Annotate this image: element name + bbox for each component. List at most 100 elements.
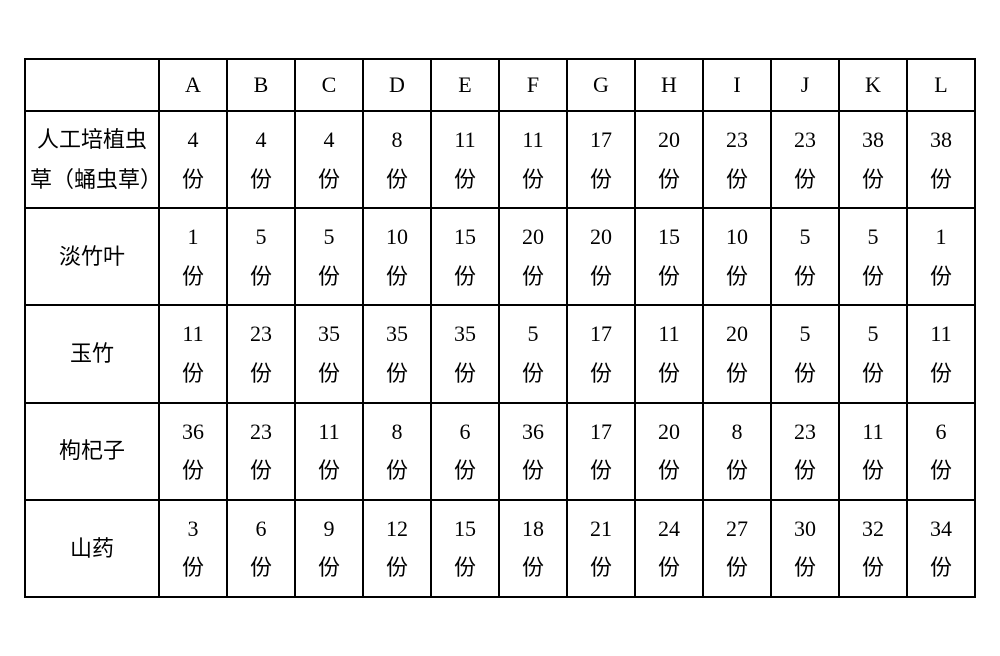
cell-value: 20 [638,412,700,452]
data-cell: 11份 [499,111,567,208]
cell-unit: 份 [502,354,564,394]
row-label: 淡竹叶 [25,208,159,305]
data-cell: 10份 [363,208,431,305]
cell-value: 5 [774,314,836,354]
data-cell: 27份 [703,500,771,597]
data-cell: 23份 [227,305,295,402]
cell-value: 17 [570,412,632,452]
cell-value: 5 [774,217,836,257]
data-cell: 12份 [363,500,431,597]
cell-unit: 份 [366,451,428,491]
cell-unit: 份 [910,354,972,394]
cell-unit: 份 [230,451,292,491]
cell-value: 30 [774,509,836,549]
cell-unit: 份 [162,451,224,491]
cell-value: 15 [638,217,700,257]
cell-value: 17 [570,314,632,354]
cell-value: 23 [230,412,292,452]
cell-value: 23 [774,412,836,452]
cell-unit: 份 [774,160,836,200]
cell-unit: 份 [434,160,496,200]
cell-unit: 份 [434,548,496,588]
cell-value: 20 [570,217,632,257]
cell-value: 4 [162,120,224,160]
table-body: 人工培植虫草（蛹虫草）4份4份4份8份11份11份17份20份23份23份38份… [25,111,975,597]
cell-value: 17 [570,120,632,160]
cell-unit: 份 [910,257,972,297]
data-cell: 5份 [839,208,907,305]
data-cell: 17份 [567,305,635,402]
data-cell: 18份 [499,500,567,597]
cell-value: 18 [502,509,564,549]
cell-unit: 份 [298,257,360,297]
cell-value: 11 [842,412,904,452]
cell-value: 32 [842,509,904,549]
column-header: H [635,59,703,111]
cell-value: 20 [706,314,768,354]
column-header: J [771,59,839,111]
cell-unit: 份 [366,160,428,200]
column-header: E [431,59,499,111]
data-cell: 6份 [431,403,499,500]
data-cell: 4份 [227,111,295,208]
cell-value: 36 [162,412,224,452]
data-cell: 11份 [159,305,227,402]
data-cell: 34份 [907,500,975,597]
cell-value: 11 [162,314,224,354]
data-cell: 11份 [907,305,975,402]
cell-unit: 份 [774,451,836,491]
table-row: 人工培植虫草（蛹虫草）4份4份4份8份11份11份17份20份23份23份38份… [25,111,975,208]
data-cell: 5份 [295,208,363,305]
data-cell: 32份 [839,500,907,597]
corner-cell [25,59,159,111]
data-cell: 15份 [431,500,499,597]
cell-value: 20 [638,120,700,160]
data-cell: 20份 [635,111,703,208]
cell-unit: 份 [638,257,700,297]
row-label: 人工培植虫草（蛹虫草） [25,111,159,208]
column-header: D [363,59,431,111]
row-label: 山药 [25,500,159,597]
data-cell: 20份 [703,305,771,402]
data-cell: 17份 [567,403,635,500]
cell-unit: 份 [774,548,836,588]
cell-value: 35 [434,314,496,354]
table-row: 山药3份6份9份12份15份18份21份24份27份30份32份34份 [25,500,975,597]
cell-value: 36 [502,412,564,452]
cell-value: 11 [910,314,972,354]
cell-value: 4 [230,120,292,160]
cell-value: 35 [366,314,428,354]
cell-unit: 份 [366,257,428,297]
cell-value: 23 [706,120,768,160]
cell-value: 9 [298,509,360,549]
cell-value: 38 [910,120,972,160]
table-row: 枸杞子36份23份11份8份6份36份17份20份8份23份11份6份 [25,403,975,500]
cell-unit: 份 [570,257,632,297]
data-cell: 4份 [295,111,363,208]
cell-value: 6 [910,412,972,452]
cell-unit: 份 [298,451,360,491]
cell-unit: 份 [842,548,904,588]
cell-unit: 份 [910,451,972,491]
cell-value: 23 [774,120,836,160]
cell-value: 8 [366,412,428,452]
cell-value: 5 [842,314,904,354]
cell-unit: 份 [502,451,564,491]
cell-unit: 份 [230,354,292,394]
data-cell: 5份 [771,305,839,402]
column-header: F [499,59,567,111]
data-cell: 24份 [635,500,703,597]
cell-value: 11 [434,120,496,160]
cell-unit: 份 [570,451,632,491]
cell-value: 3 [162,509,224,549]
data-cell: 38份 [907,111,975,208]
row-label: 枸杞子 [25,403,159,500]
column-header: A [159,59,227,111]
cell-unit: 份 [638,160,700,200]
cell-unit: 份 [638,451,700,491]
cell-unit: 份 [298,160,360,200]
data-cell: 23份 [771,403,839,500]
cell-value: 23 [230,314,292,354]
cell-value: 27 [706,509,768,549]
data-cell: 10份 [703,208,771,305]
